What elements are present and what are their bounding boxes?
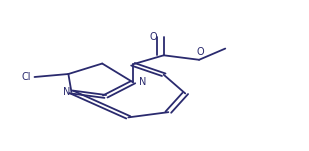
Text: Cl: Cl	[22, 72, 32, 82]
Text: N: N	[62, 87, 70, 97]
Text: O: O	[197, 47, 205, 57]
Text: O: O	[149, 32, 157, 42]
Text: N: N	[138, 77, 146, 87]
